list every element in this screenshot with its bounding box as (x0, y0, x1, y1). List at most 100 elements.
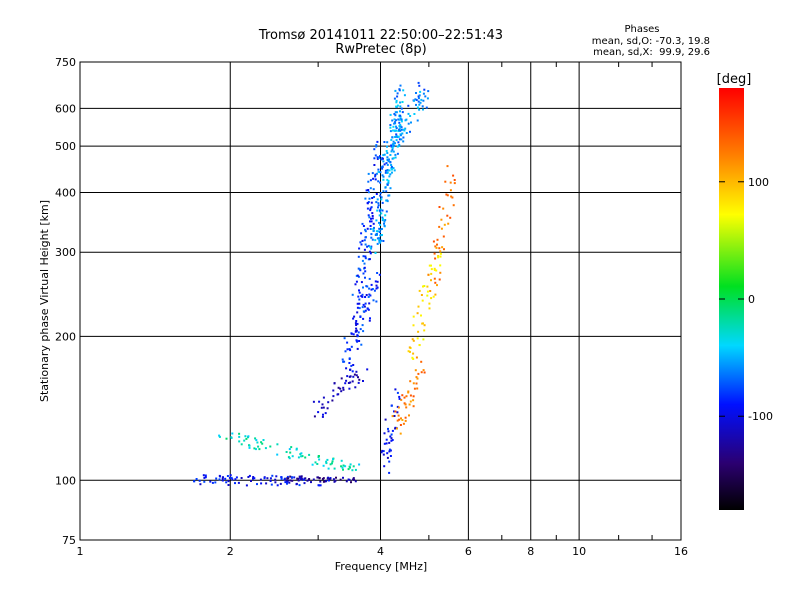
data-point (422, 369, 425, 372)
data-point (369, 294, 372, 297)
data-point (397, 135, 400, 138)
data-point (255, 448, 257, 451)
data-point (368, 197, 371, 200)
data-point (284, 481, 287, 484)
data-point (356, 302, 359, 305)
data-point (367, 296, 370, 298)
data-point (252, 477, 254, 480)
data-point (388, 471, 391, 474)
data-point (389, 455, 392, 457)
data-point (362, 255, 365, 258)
data-point (441, 246, 444, 249)
data-point (352, 465, 355, 468)
data-point (363, 266, 366, 269)
data-point (347, 478, 350, 481)
axis-ticks: 1 2 4 6 8 10 16 75 100 200 300 400 500 600 750 (55, 56, 688, 558)
data-point (369, 209, 372, 212)
data-point (385, 438, 388, 441)
data-point (379, 192, 382, 195)
data-point (357, 255, 360, 258)
data-point (231, 478, 234, 481)
data-point (394, 153, 397, 156)
data-point (332, 478, 335, 481)
data-point (214, 481, 217, 484)
data-point (367, 191, 370, 194)
data-point (378, 209, 381, 212)
data-point (379, 231, 381, 234)
data-point (394, 114, 397, 117)
data-point (340, 465, 343, 468)
data-point (386, 199, 389, 202)
data-point (421, 299, 424, 302)
data-point (370, 236, 373, 239)
data-point (240, 477, 243, 479)
data-point (362, 317, 365, 320)
data-point (363, 239, 366, 242)
data-point (417, 97, 420, 100)
data-point (396, 145, 399, 148)
data-point (329, 463, 332, 466)
data-point (388, 194, 391, 197)
data-point (367, 180, 370, 183)
data-point (383, 222, 385, 225)
data-point (342, 476, 344, 479)
data-point (375, 219, 378, 222)
data-point (293, 476, 296, 479)
data-point (369, 207, 372, 210)
data-point (439, 255, 442, 258)
data-point (382, 175, 385, 178)
data-point (269, 477, 272, 480)
data-point (423, 285, 426, 287)
data-point (373, 164, 376, 166)
data-point (365, 189, 368, 192)
data-point (426, 294, 429, 297)
data-point (398, 128, 401, 131)
data-point (370, 220, 373, 223)
data-point (391, 439, 394, 441)
data-point (433, 277, 436, 280)
data-point (368, 293, 371, 296)
data-point (401, 394, 404, 397)
data-point (394, 156, 397, 159)
data-point (375, 287, 378, 290)
data-point (391, 145, 394, 148)
data-point (253, 477, 256, 480)
data-point (260, 482, 263, 485)
data-point (258, 448, 261, 451)
data-point (382, 218, 384, 221)
data-point (425, 106, 428, 109)
data-point (373, 226, 375, 229)
data-point (451, 196, 454, 199)
data-point (371, 197, 374, 199)
data-point (354, 330, 357, 333)
data-point (414, 369, 417, 372)
data-point (420, 294, 423, 296)
data-point (386, 163, 389, 166)
data-point (345, 367, 348, 370)
data-point (270, 483, 273, 486)
data-point (376, 198, 379, 201)
data-point (391, 148, 394, 151)
data-point (290, 446, 293, 449)
data-point (364, 309, 367, 312)
data-point (346, 341, 349, 344)
data-point (401, 419, 404, 421)
data-point (306, 479, 309, 482)
data-point (274, 478, 277, 481)
data-point (373, 196, 375, 198)
data-point (371, 172, 374, 175)
data-point (350, 332, 353, 335)
data-point (363, 262, 366, 265)
data-point (375, 144, 378, 147)
data-point (253, 447, 256, 450)
data-point (432, 240, 435, 243)
data-point (264, 447, 267, 450)
data-point (255, 439, 258, 442)
data-point (391, 147, 394, 149)
data-point (368, 302, 371, 305)
data-point (419, 101, 422, 104)
data-point (391, 136, 394, 139)
data-point (415, 92, 417, 94)
data-point (276, 484, 279, 487)
data-point (373, 157, 376, 160)
